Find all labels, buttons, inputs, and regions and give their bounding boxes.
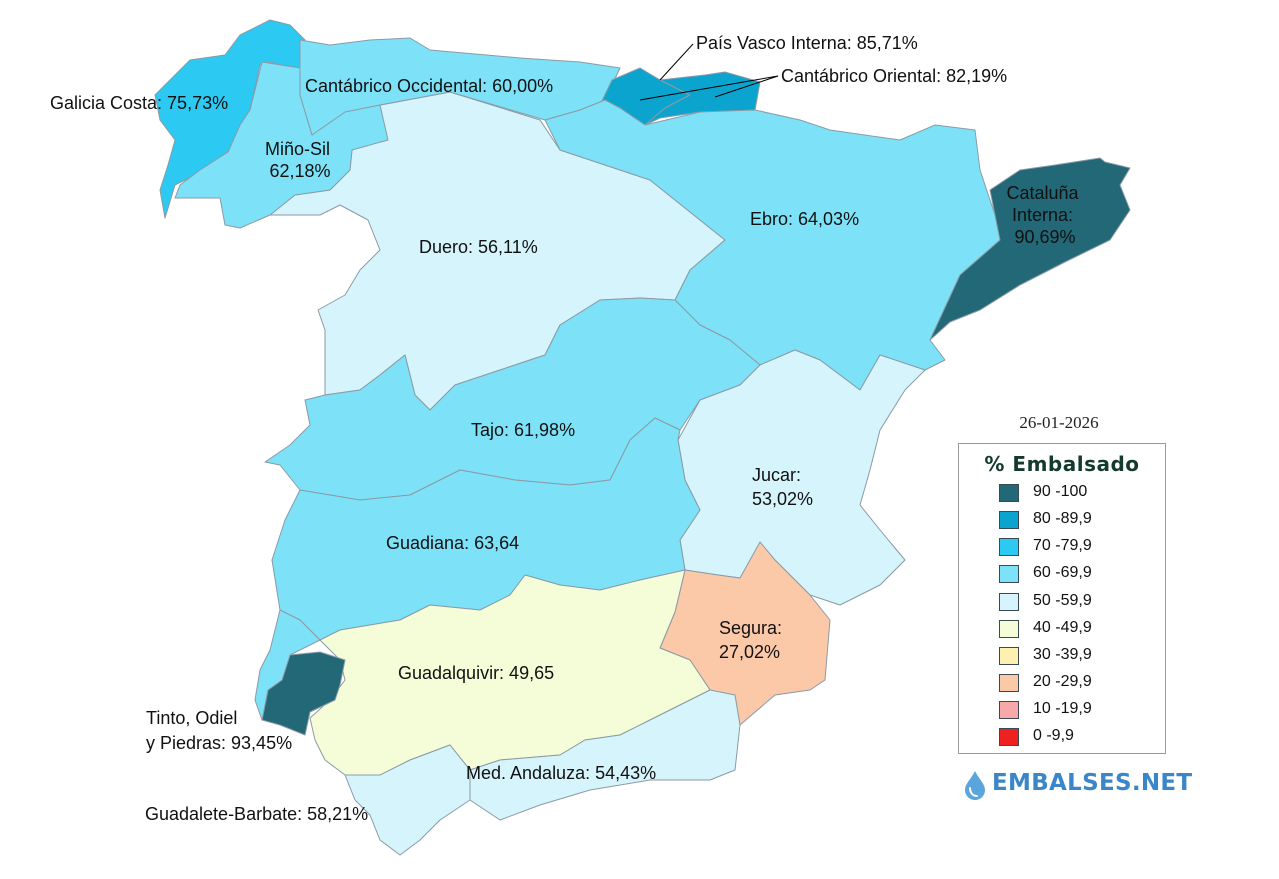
label-jucar: Jucar: 53,02%: [752, 465, 813, 509]
legend-swatch: [999, 565, 1019, 583]
legend-label: 0 -9,9: [1033, 727, 1074, 744]
label-ebro: Ebro: 64,03%: [750, 209, 859, 229]
region-cataluna-interna[interactable]: [929, 157, 1131, 341]
legend-label: 50 -59,9: [1033, 592, 1092, 609]
leader-line-cantabrico-oriental-2: [714, 75, 779, 98]
label-med-andaluza: Med. Andaluza: 54,43%: [466, 763, 656, 783]
legend-swatch: [999, 538, 1019, 556]
legend-swatch: [999, 674, 1019, 692]
label-cataluna-interna: Cataluña Interna: 90,69%: [1006, 183, 1083, 247]
label-mino-sil: Miño-Sil 62,18%: [265, 139, 335, 181]
legend-label: 90 -100: [1033, 483, 1088, 500]
label-tajo: Tajo: 61,98%: [471, 420, 575, 440]
brand-name: EMBALSES.NET: [992, 770, 1193, 796]
label-cataluna-line1: Cataluña: [1006, 183, 1079, 203]
region-med-andaluza[interactable]: [469, 689, 741, 821]
legend-title: % Embalsado: [984, 452, 1140, 476]
legend: % Embalsado 90 -100 80 -89,9 70 -79,9 60…: [958, 443, 1166, 754]
legend-label: 40 -49,9: [1033, 619, 1092, 636]
leader-line-cantabrico-oriental-1: [639, 75, 779, 101]
legend-label: 30 -39,9: [1033, 646, 1092, 663]
map-date: 26-01-2026: [1019, 413, 1098, 432]
legend-swatch: [999, 620, 1019, 638]
legend-label: 80 -89,9: [1033, 510, 1092, 527]
legend-swatch: [999, 511, 1019, 529]
legend-swatch: [999, 728, 1019, 746]
label-tinto-odiel-piedras: Tinto, Odiel y Piedras: 93,45%: [146, 708, 292, 753]
label-cataluna-line3: 90,69%: [1014, 227, 1075, 247]
label-mino-sil-line1: Miño-Sil: [265, 139, 330, 159]
legend-label: 60 -69,9: [1033, 564, 1092, 581]
legend-swatch: [999, 484, 1019, 502]
legend-label: 70 -79,9: [1033, 537, 1092, 554]
leader-line-pais-vasco: [659, 43, 694, 81]
label-segura-line2: 27,02%: [719, 642, 780, 662]
legend-swatch: [999, 647, 1019, 665]
label-cantabrico-occidental: Cantábrico Occidental: 60,00%: [305, 76, 553, 96]
region-guadiana-coast: [254, 609, 321, 721]
label-galicia-costa: Galicia Costa: 75,73%: [50, 93, 228, 113]
label-segura: Segura: 27,02%: [719, 618, 787, 662]
legend-label: 20 -29,9: [1033, 673, 1092, 690]
label-pais-vasco-interna: País Vasco Interna: 85,71%: [696, 33, 918, 53]
region-guadalete-barbate[interactable]: [344, 744, 471, 856]
label-segura-line1: Segura:: [719, 618, 782, 638]
label-jucar-line1: Jucar:: [752, 465, 801, 485]
label-guadiana: Guadiana: 63,64: [386, 533, 519, 553]
legend-label: 10 -19,9: [1033, 700, 1092, 717]
label-cataluna-line2: Interna:: [1012, 205, 1073, 225]
label-jucar-line2: 53,02%: [752, 489, 813, 509]
label-tinto-line1: Tinto, Odiel: [146, 708, 237, 728]
legend-swatch: [999, 701, 1019, 719]
label-guadalete-barbate: Guadalete-Barbate: 58,21%: [145, 804, 368, 824]
label-guadalquivir: Guadalquivir: 49,65: [398, 663, 554, 683]
label-mino-sil-line2: 62,18%: [269, 161, 330, 181]
water-drop-icon: [965, 771, 985, 800]
label-duero: Duero: 56,11%: [419, 237, 538, 257]
label-cantabrico-oriental: Cantábrico Oriental: 82,19%: [781, 66, 1007, 86]
legend-swatch: [999, 593, 1019, 611]
label-tinto-line2: y Piedras: 93,45%: [146, 733, 292, 753]
